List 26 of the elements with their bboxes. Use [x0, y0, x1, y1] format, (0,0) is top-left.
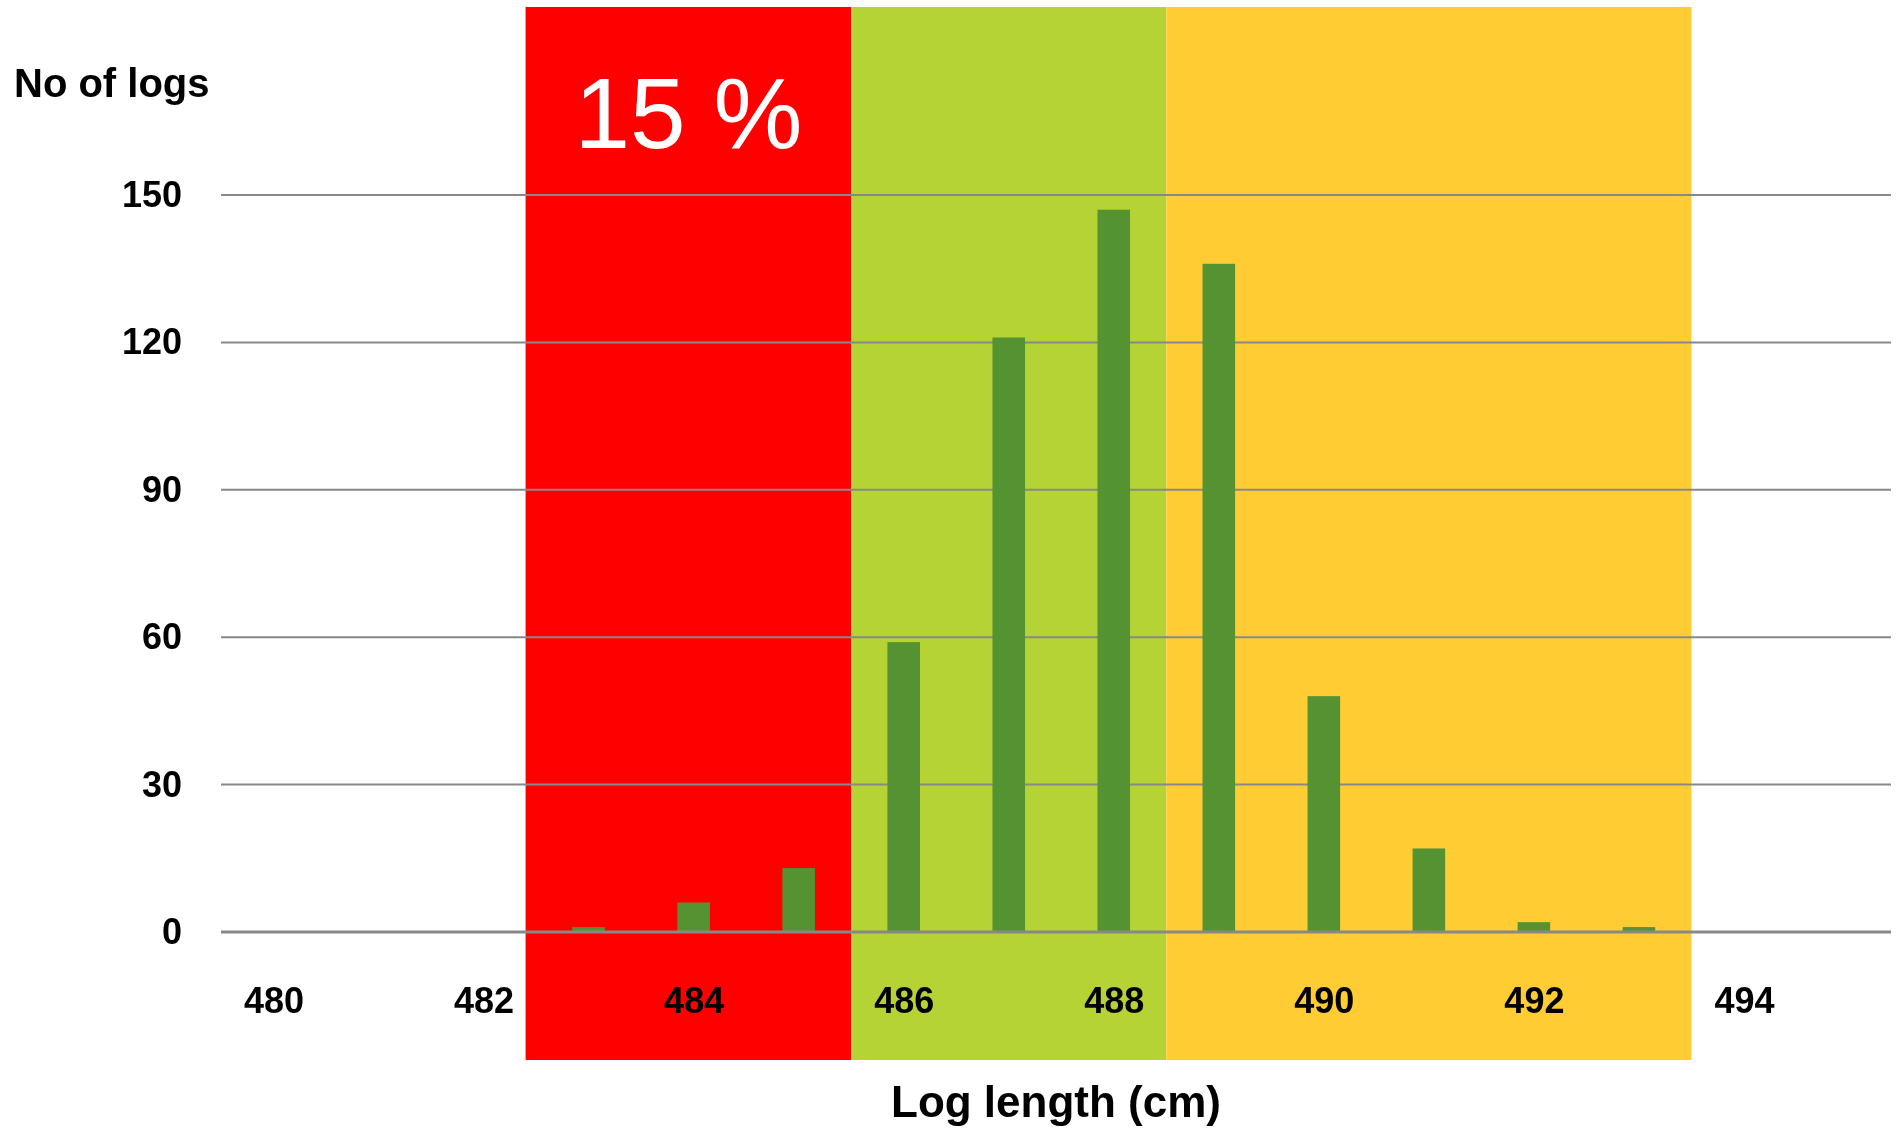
y-axis-title: No of logs	[14, 61, 210, 105]
y-tick-label: 30	[141, 763, 182, 805]
y-tick-label: 90	[141, 468, 182, 510]
x-axis-title: Log length (cm)	[891, 1077, 1221, 1126]
x-tick-label: 494	[1714, 979, 1775, 1021]
bar	[1412, 848, 1446, 932]
y-tick-label: 150	[121, 174, 182, 216]
bar	[1202, 263, 1236, 932]
bar	[887, 642, 920, 932]
bar	[1097, 209, 1131, 932]
x-tick-label: 492	[1504, 979, 1565, 1021]
bar	[782, 868, 815, 932]
bar	[1307, 696, 1341, 932]
y-tick-label: 60	[141, 616, 182, 658]
bar	[1517, 922, 1551, 932]
band-label: 15 %	[574, 57, 803, 169]
x-tick-label: 486	[874, 979, 935, 1021]
x-tick-label: 484	[664, 979, 725, 1021]
y-tick-label: 120	[121, 321, 182, 363]
bar	[992, 337, 1026, 932]
x-tick-label: 488	[1084, 979, 1145, 1021]
x-tick-label: 482	[454, 979, 515, 1021]
x-tick-label: 480	[243, 979, 305, 1021]
x-tick-label: 490	[1294, 979, 1355, 1021]
y-tick-label: 0	[161, 911, 182, 953]
bar	[677, 902, 710, 932]
